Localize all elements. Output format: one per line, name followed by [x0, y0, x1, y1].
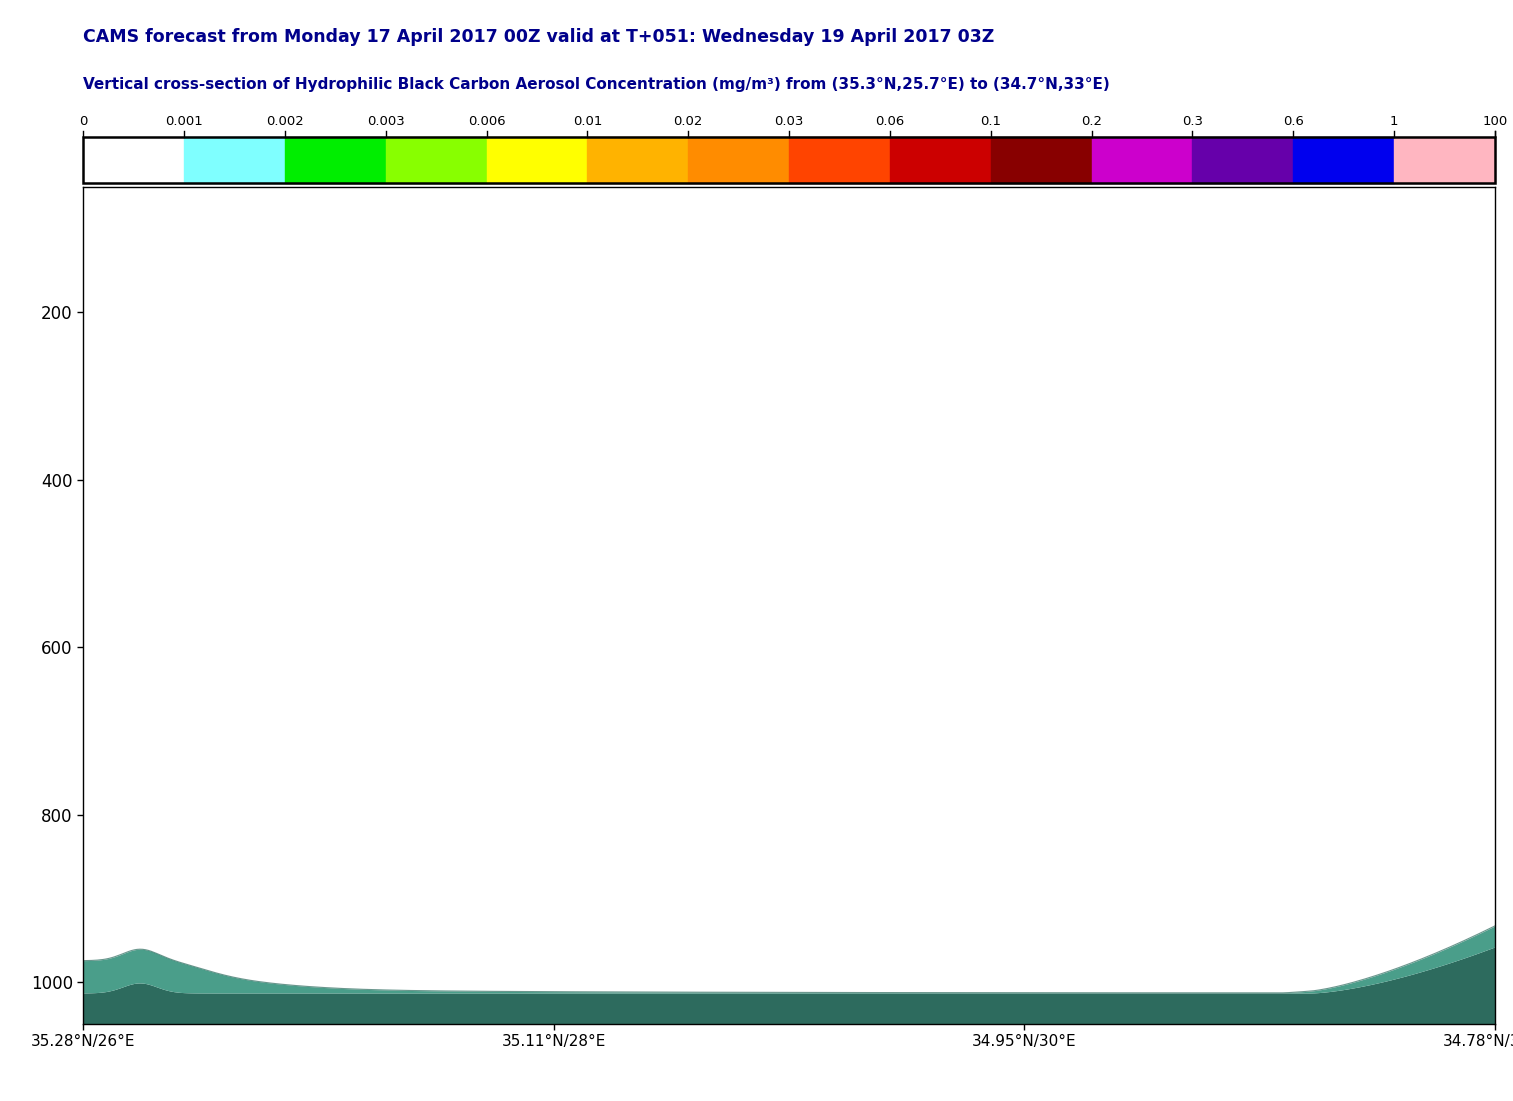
Text: 1: 1	[1390, 116, 1398, 129]
Bar	[1091, 137, 1192, 184]
Bar	[1393, 137, 1495, 184]
Text: 0.6: 0.6	[1283, 116, 1304, 129]
Bar	[185, 137, 284, 184]
Text: 0.01: 0.01	[573, 116, 602, 129]
Bar	[83, 137, 185, 184]
Text: 0.1: 0.1	[980, 116, 1002, 129]
Bar	[386, 137, 487, 184]
Bar	[284, 137, 386, 184]
Text: 0.003: 0.003	[366, 116, 404, 129]
Bar	[991, 137, 1091, 184]
Text: 0.2: 0.2	[1080, 116, 1101, 129]
Bar	[890, 137, 991, 184]
Bar	[487, 137, 587, 184]
Text: 0.02: 0.02	[673, 116, 704, 129]
Bar	[790, 137, 890, 184]
Text: 0.03: 0.03	[775, 116, 803, 129]
Text: 0.002: 0.002	[266, 116, 304, 129]
Text: 0.006: 0.006	[468, 116, 505, 129]
Bar	[1192, 137, 1294, 184]
Text: 0.06: 0.06	[875, 116, 905, 129]
Text: 0.001: 0.001	[165, 116, 203, 129]
Bar	[587, 137, 688, 184]
Text: 0.3: 0.3	[1182, 116, 1203, 129]
Text: Vertical cross-section of Hydrophilic Black Carbon Aerosol Concentration (mg/m³): Vertical cross-section of Hydrophilic Bl…	[83, 77, 1111, 91]
Text: 0: 0	[79, 116, 88, 129]
Text: CAMS forecast from Monday 17 April 2017 00Z valid at T+051: Wednesday 19 April 2: CAMS forecast from Monday 17 April 2017 …	[83, 28, 994, 45]
Bar	[1294, 137, 1393, 184]
Text: 100: 100	[1483, 116, 1507, 129]
Bar	[688, 137, 790, 184]
